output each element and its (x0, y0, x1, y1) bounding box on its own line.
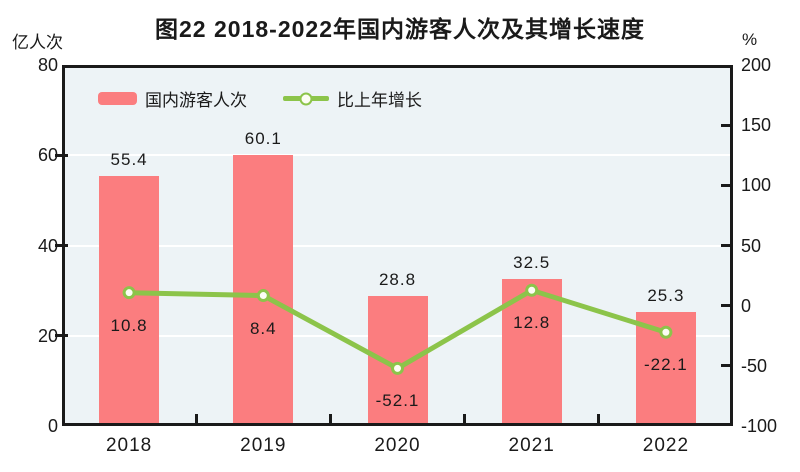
right-axis-tick-label: 200 (741, 55, 772, 75)
growth-value-label: 12.8 (513, 313, 551, 333)
line-marker-2018 (122, 286, 136, 300)
legend: 国内游客人次 比上年增长 (98, 86, 422, 111)
right-axis-tick-label: -100 (741, 416, 778, 436)
gridline (65, 154, 730, 157)
bar-value-label: 60.1 (244, 128, 282, 148)
right-axis-tick (721, 364, 730, 368)
right-axis-tick-label: 100 (741, 175, 772, 196)
growth-value-label: 10.8 (110, 315, 148, 335)
growth-value-label: -22.1 (644, 355, 688, 375)
legend-line-swatch-icon (283, 92, 329, 105)
x-axis-category-label: 2019 (240, 435, 287, 456)
x-axis-tick (463, 414, 467, 423)
x-axis-category-label: 2020 (374, 435, 421, 456)
left-axis-tick-label: 80 (37, 55, 58, 75)
legend-line-marker-icon (299, 92, 313, 105)
legend-bar-swatch-icon (98, 92, 137, 105)
right-axis-tick (721, 123, 730, 127)
bar-2018 (99, 176, 160, 423)
right-axis-unit: % (742, 30, 758, 49)
growth-value-label: -52.1 (375, 391, 420, 411)
line-marker-2020 (391, 361, 404, 375)
x-axis-category-label: 2022 (642, 435, 690, 456)
x-axis-category-label: 2018 (105, 435, 153, 456)
x-axis-category-label: 2021 (508, 435, 555, 456)
right-axis-tick-label: 50 (741, 235, 762, 256)
left-axis-tick-label: 60 (37, 145, 58, 166)
bar-value-label: 32.5 (513, 253, 551, 273)
left-axis-tick-label: 0 (47, 416, 58, 436)
left-axis-unit: 亿人次 (12, 33, 63, 52)
gridline (65, 244, 730, 247)
bar-value-label: 28.8 (378, 270, 417, 290)
trend-line (129, 287, 667, 372)
growth-value-label: 8.4 (249, 318, 277, 338)
legend-bar-label: 国内游客人次 (145, 91, 247, 110)
plot-area: 55.4 60.1 28.8 32.5 25.3 10.8 8.4 -52.1 12.8 -22.… (62, 65, 733, 426)
x-axis-tick (328, 414, 332, 423)
chart-title: 图22 2018-2022年国内游客人次及其增长速度 (155, 16, 645, 42)
bar-value-label: 25.3 (647, 285, 685, 305)
right-axis-tick-label: 150 (741, 115, 772, 136)
left-axis-tick (55, 244, 68, 247)
right-axis-tick-label: -50 (741, 355, 768, 376)
x-axis-tick (194, 414, 198, 423)
right-axis-tick (721, 304, 730, 308)
right-axis-tick (721, 183, 730, 187)
line-marker-2021 (525, 283, 539, 297)
left-axis-tick-label: 40 (37, 235, 58, 256)
bar-2019 (233, 154, 294, 423)
left-axis-tick (55, 153, 68, 157)
right-axis-tick-label: 0 (741, 295, 752, 316)
trend-line-layer (122, 283, 673, 375)
bar-value-label: 55.4 (110, 150, 148, 169)
right-axis-tick (721, 244, 730, 247)
x-axis-tick (597, 414, 601, 423)
left-axis-tick-label: 20 (37, 325, 58, 346)
left-axis-tick (55, 334, 68, 338)
line-marker-2022 (659, 325, 673, 339)
legend-line-label: 比上年增长 (337, 91, 422, 110)
line-marker-2019 (256, 289, 270, 303)
